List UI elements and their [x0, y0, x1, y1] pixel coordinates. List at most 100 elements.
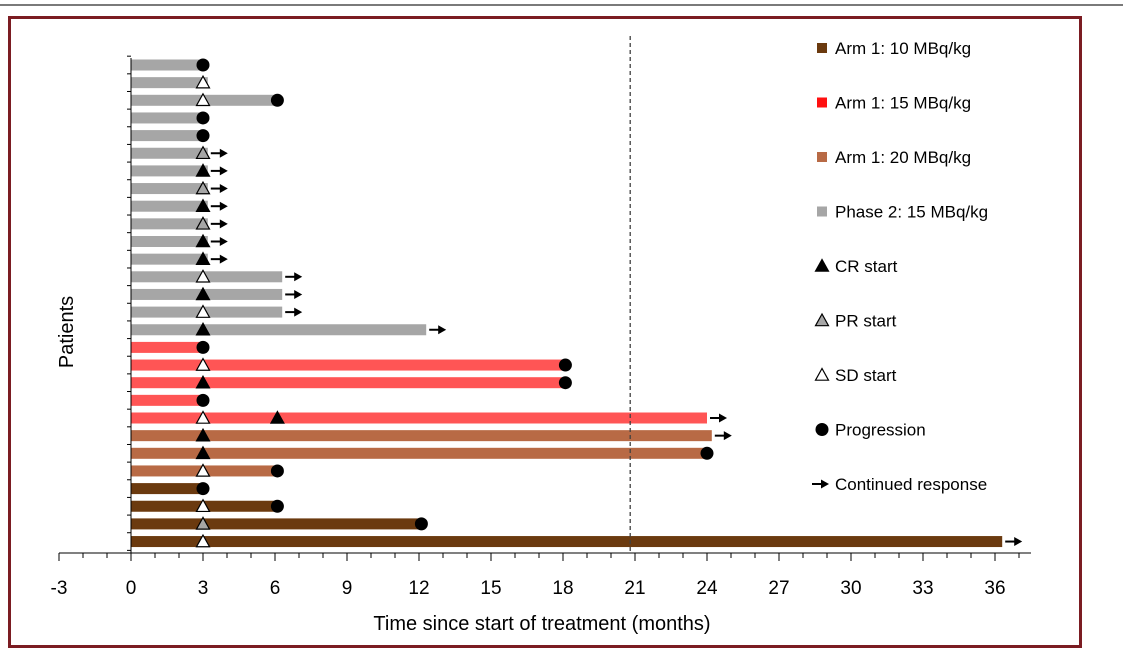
patient-bar: [131, 430, 712, 442]
progression-marker: [196, 58, 210, 72]
progression-marker: [196, 129, 210, 143]
patient-bar: [131, 183, 208, 195]
markers-layer: [195, 58, 1023, 548]
cr-start-marker: [195, 427, 211, 442]
cr-start-marker: [195, 198, 211, 212]
sd-start-marker: [195, 463, 211, 477]
legend-item-sd: SD start: [814, 366, 897, 385]
pr-start-marker: [195, 145, 211, 160]
pr-start-marker: [195, 216, 211, 230]
pr-start-marker: [195, 180, 211, 195]
legend-item-cont: Continued response: [812, 475, 987, 494]
patient-bar: [131, 253, 208, 265]
legend-cr-marker: [814, 258, 830, 272]
legend-item-phase2_15: Phase 2: 15 MBq/kg: [817, 203, 988, 222]
sd-start-marker: [195, 74, 211, 89]
progression-marker: [196, 340, 210, 354]
patient-bar: [131, 394, 203, 406]
progression-marker: [270, 464, 284, 478]
continued-response-arrow: [285, 307, 303, 317]
legend-arrow-icon: [812, 479, 829, 489]
continued-response-arrow: [210, 184, 228, 194]
legend-swatch: [817, 206, 827, 217]
legend-label: Arm 1: 10 MBq/kg: [835, 39, 971, 58]
x-tick-label: 6: [270, 578, 281, 599]
legend-label: Continued response: [835, 475, 987, 494]
sd-start-marker: [195, 498, 211, 513]
patient-bar: [131, 377, 566, 389]
patient-bar: [131, 518, 422, 530]
patient-bar: [131, 77, 208, 89]
legend-swatch: [817, 152, 827, 162]
progression-marker: [196, 111, 210, 125]
cr-start-marker: [195, 286, 211, 301]
continued-response-arrow: [714, 431, 732, 441]
x-tick-label: 12: [408, 578, 429, 599]
patient-bar: [131, 447, 707, 459]
x-tick-label: 30: [840, 578, 861, 599]
cr-start-marker: [195, 374, 211, 389]
continued-response-arrow: [210, 254, 228, 264]
legend-label: Arm 1: 15 MBq/kg: [835, 94, 971, 113]
cr-start-marker: [195, 322, 211, 336]
x-tick-label: 18: [552, 578, 573, 599]
progression-marker: [270, 499, 284, 513]
patient-bar: [131, 359, 566, 371]
x-tick-label: 9: [342, 578, 353, 599]
patient-bar: [131, 112, 203, 124]
continued-response-arrow: [210, 148, 228, 158]
progression-marker: [558, 376, 572, 390]
cr-start-marker: [195, 445, 211, 460]
continued-response-arrow: [429, 325, 447, 335]
cr-start-marker: [269, 410, 285, 424]
legend-sd-marker: [814, 367, 830, 381]
legend-item-arm1_20: Arm 1: 20 MBq/kg: [817, 148, 971, 167]
progression-marker: [414, 517, 428, 531]
x-tick-label: 15: [480, 578, 501, 599]
x-axis-title: Time since start of treatment (months): [373, 613, 710, 635]
continued-response-arrow: [210, 166, 228, 176]
legend-item-arm1_15: Arm 1: 15 MBq/kg: [817, 94, 971, 113]
bars-layer: [131, 59, 1003, 548]
x-tick-label: 24: [696, 578, 718, 599]
legend-item-arm1_10: Arm 1: 10 MBq/kg: [817, 39, 971, 58]
continued-response-arrow: [210, 201, 228, 211]
legend-swatch: [817, 97, 827, 108]
continued-response-arrow: [285, 272, 303, 282]
pr-start-marker: [195, 516, 211, 530]
sd-start-marker: [195, 92, 211, 107]
patient-bar: [131, 324, 427, 336]
patient-bar: [131, 130, 203, 142]
patient-bar: [131, 236, 208, 247]
patient-bar: [131, 200, 208, 212]
continued-response-arrow: [1005, 537, 1023, 547]
sd-start-marker: [195, 304, 211, 318]
legend-item-cr: CR start: [814, 257, 898, 276]
progression-marker: [558, 358, 572, 372]
patient-bar: [131, 483, 203, 495]
legend-label: SD start: [835, 366, 897, 385]
legend-item-prog: Progression: [815, 421, 926, 440]
patient-bar: [131, 59, 203, 71]
legend-label: Progression: [835, 421, 926, 440]
cr-start-marker: [195, 251, 211, 265]
legend-label: Phase 2: 15 MBq/kg: [835, 203, 988, 222]
progression-marker: [270, 93, 284, 107]
progression-marker: [196, 482, 210, 496]
y-axis-title: Patients: [56, 296, 78, 368]
continued-response-arrow: [210, 237, 228, 246]
legend-pr-marker: [814, 312, 830, 327]
legend-label: PR start: [835, 312, 897, 331]
cr-start-marker: [195, 163, 211, 177]
patient-bar: [131, 536, 1003, 548]
legend-swatch: [817, 43, 827, 53]
legend-label: CR start: [835, 257, 898, 276]
patient-bar: [131, 218, 208, 230]
patient-bar: [131, 147, 208, 159]
progression-marker: [196, 393, 210, 407]
axes-layer: -3 0 3 6 9 12 15 18 21 24 27 30 33 36: [51, 36, 1031, 599]
x-tick-label: 21: [624, 578, 645, 599]
continued-response-arrow: [285, 289, 303, 299]
progression-marker: [700, 446, 714, 460]
